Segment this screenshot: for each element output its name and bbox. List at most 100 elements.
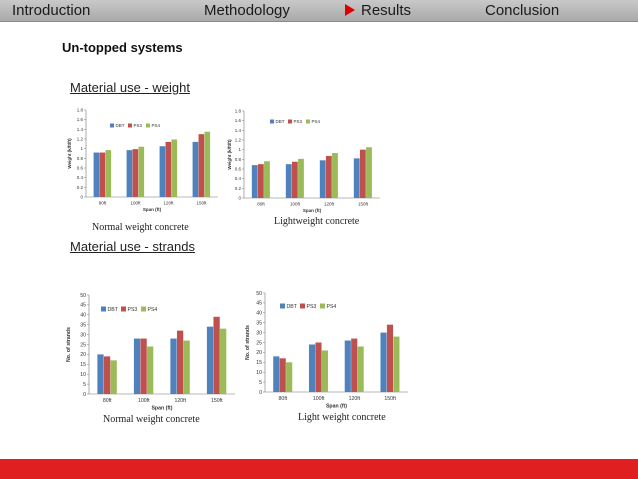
nav-introduction[interactable]: Introduction [12, 2, 91, 19]
current-section-arrow-icon [345, 4, 355, 16]
nav-methodology[interactable]: Methodology [204, 2, 290, 19]
y-tick-label: 20 [256, 350, 262, 356]
legend-label-ps4: PS4 [312, 119, 321, 124]
bar-ps4-80ft [105, 150, 112, 197]
bar-ps3-100ft [140, 338, 147, 394]
bar-ps3-100ft [291, 161, 298, 198]
y-tick-label: 0.2 [77, 185, 84, 190]
y-tick-label: 35 [80, 323, 86, 329]
bar-ps3-100ft [315, 342, 322, 392]
y-tick-label: 0 [259, 390, 262, 396]
x-tick-label: 120ft [163, 201, 174, 206]
y-axis-label: No. of strands [66, 327, 72, 362]
bar-ps3-150ft [359, 149, 366, 198]
bar-ps4-80ft [286, 362, 293, 392]
legend-swatch-dbt [101, 306, 106, 312]
y-tick-label: 0.6 [235, 167, 242, 172]
bar-dbt-80ft [273, 356, 280, 392]
x-axis-label: Span (ft) [303, 208, 322, 213]
y-tick-label: 5 [259, 380, 262, 386]
y-tick-label: 0.8 [77, 156, 84, 161]
legend-swatch-ps3 [128, 123, 132, 128]
bar-dbt-150ft [380, 332, 387, 392]
y-tick-label: 45 [80, 303, 86, 309]
x-axis-label: Span (ft) [151, 405, 172, 411]
bar-dbt-150ft [353, 158, 360, 198]
y-tick-label: 0 [238, 196, 241, 201]
x-tick-label: 120ft [349, 396, 361, 402]
bar-dbt-150ft [206, 326, 214, 394]
x-tick-label: 80ft [257, 202, 265, 207]
bar-ps4-150ft [204, 131, 211, 197]
y-axis-label: No. of strands [245, 325, 251, 360]
legend-swatch-ps3 [288, 119, 292, 124]
bar-dbt-80ft [97, 354, 104, 394]
y-axis-label: Weight (k/ft/ft) [67, 138, 72, 169]
x-tick-label: 80ft [99, 201, 107, 206]
legend-swatch-ps4 [320, 303, 325, 309]
bar-dbt-150ft [192, 141, 199, 197]
bar-ps3-80ft [279, 358, 286, 392]
bar-dbt-120ft [344, 340, 351, 392]
y-tick-label: 40 [256, 311, 262, 317]
legend-swatch-ps4 [306, 119, 310, 124]
legend-label-dbt: DBT [287, 304, 298, 310]
slide-heading: Un-topped systems [62, 40, 183, 55]
y-tick-label: 15 [80, 362, 86, 368]
y-tick-label: 15 [256, 360, 262, 366]
y-tick-label: 0 [83, 392, 86, 398]
bar-ps4-80ft [110, 360, 117, 394]
y-tick-label: 1 [238, 147, 241, 152]
x-tick-label: 120ft [174, 398, 186, 404]
legend-label-ps3: PS3 [294, 119, 303, 124]
bar-ps4-100ft [138, 146, 145, 197]
chart-strands-light: 0 5 10 15 20 25 30 35 40 45 50 No. of strands 80ft 10… [245, 291, 408, 409]
legend-swatch-dbt [270, 119, 274, 124]
y-tick-label: 40 [80, 313, 86, 319]
x-tick-label: 120ft [324, 202, 335, 207]
legend-label-dbt: DBT [276, 119, 285, 124]
bar-ps3-80ft [103, 356, 111, 394]
x-axis-label: Span (ft) [326, 403, 347, 409]
y-tick-label: 1.8 [77, 108, 84, 113]
nav-results[interactable]: Results [361, 2, 412, 19]
legend-label-ps3: PS3 [307, 304, 317, 310]
y-tick-label: 30 [256, 330, 262, 336]
legend-label-dbt: DBT [108, 307, 119, 313]
chart-weight-lightweight: 0 0.2 0.4 0.6 0.8 1 1.2 1.4 1.6 1.8 Weight (k/ft/f… [227, 109, 380, 213]
bar-ps3-150ft [198, 134, 205, 197]
y-tick-label: 0.8 [235, 157, 242, 162]
section-title-strands: Material use - strands [70, 239, 195, 254]
x-tick-label: 150ft [384, 396, 396, 402]
bar-ps3-80ft [257, 164, 264, 198]
y-tick-label: 1.4 [77, 127, 84, 132]
legend-label-dbt: DBT [116, 123, 125, 128]
x-tick-label: 150ft [196, 201, 207, 206]
y-tick-label: 30 [80, 332, 86, 338]
legend-label-ps4: PS4 [152, 123, 161, 128]
y-tick-label: 0.2 [235, 186, 242, 191]
legend-swatch-ps4 [141, 306, 146, 312]
bar-ps4-100ft [298, 158, 304, 198]
y-tick-label: 1.2 [235, 138, 242, 143]
x-tick-label: 100ft [290, 202, 301, 207]
legend-swatch-dbt [280, 303, 285, 309]
y-tick-label: 0 [80, 195, 83, 200]
chart-strands-normal: 0 5 10 15 20 25 30 35 40 45 50 No. of strands 80ft 10… [66, 293, 235, 411]
legend-label-ps3: PS3 [134, 123, 143, 128]
y-tick-label: 5 [83, 382, 86, 388]
bar-ps3-150ft [213, 316, 220, 394]
nav-conclusion[interactable]: Conclusion [485, 2, 560, 19]
bar-dbt-100ft [308, 344, 316, 392]
bottom-accent-bar [0, 459, 638, 479]
bar-ps3-80ft [99, 152, 106, 197]
y-tick-label: 1.6 [77, 117, 84, 122]
y-axis-label: Weight (k/ft/ft) [227, 139, 232, 170]
bar-ps4-120ft [183, 340, 190, 394]
caption-strands-light: Light weight concrete [298, 412, 386, 423]
x-tick-label: 150ft [358, 202, 369, 207]
legend-swatch-ps3 [121, 306, 126, 312]
bar-ps3-100ft [132, 149, 139, 197]
bar-dbt-120ft [170, 338, 177, 394]
x-axis-label: Span (ft) [143, 207, 162, 212]
